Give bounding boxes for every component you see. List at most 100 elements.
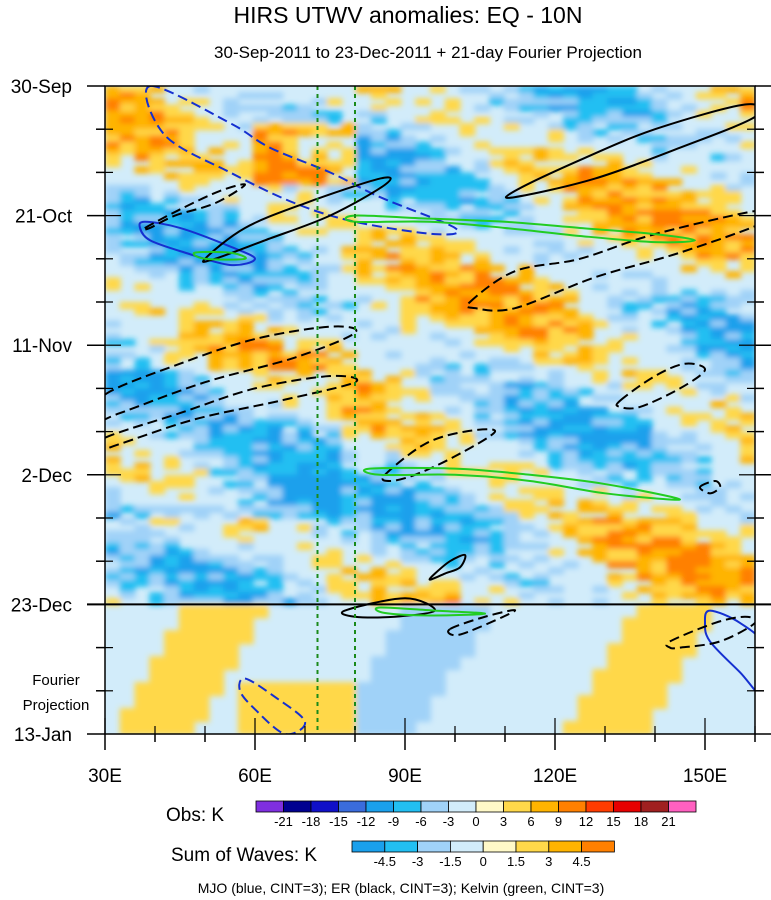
field-cell [370,511,387,519]
field-cell [636,376,653,384]
field-cell [297,252,313,260]
field-cell [533,339,550,347]
field-cell [562,530,579,538]
field-cell [622,172,638,180]
field-cell [311,110,328,118]
field-cell [356,555,372,563]
field-cell [710,320,727,328]
projection-cell [252,682,269,697]
field-cell [193,561,210,569]
field-cell [252,468,269,476]
field-cell [282,264,299,273]
field-cell [134,104,151,112]
field-cell [400,271,417,279]
field-cell [503,203,520,211]
field-cell [149,376,166,384]
field-cell [282,123,299,131]
field-cell [489,542,505,550]
projection-cell [622,669,638,684]
field-cell [164,141,180,149]
field-cell [385,86,402,94]
field-cell [134,203,151,211]
field-cell [681,388,697,396]
field-cell [503,221,520,229]
field-cell [400,388,417,396]
projection-cell [430,669,446,684]
field-cell [267,339,284,347]
field-cell [237,431,254,439]
field-cell [193,326,210,334]
field-cell [533,197,550,205]
field-cell [548,493,564,501]
field-cell [105,400,121,408]
field-cell [607,215,624,223]
field-cell [430,493,446,501]
field-cell [237,221,254,229]
field-cell [105,394,121,402]
field-cell [503,419,520,427]
y-tick-label: 21-Oct [15,207,73,228]
colorbar-swatch [475,800,504,813]
field-cell [370,104,387,112]
field-cell [415,493,431,501]
field-cell [577,86,594,94]
field-cell [193,431,210,439]
field-cell [474,369,491,378]
field-cell [208,308,225,316]
field-cell [208,339,225,347]
field-cell [695,190,712,199]
field-cell [474,289,491,297]
field-cell [164,240,180,248]
field-cell [370,474,387,482]
field-cell [430,227,446,236]
field-cell [297,431,313,439]
field-cell [444,178,461,186]
field-cell [385,511,402,519]
field-cell [326,579,343,587]
field-cell [725,252,742,260]
colorbar-level-label: -21 [274,814,293,829]
field-cell [341,487,358,495]
field-cell [607,419,624,427]
field-cell [252,123,269,131]
field-cell [651,190,668,199]
field-cell [444,314,461,322]
field-cell [105,382,121,390]
field-cell [252,332,269,341]
field-cell [208,431,225,439]
field-cell [105,320,121,328]
field-cell [459,536,476,544]
field-cell [267,561,284,569]
field-cell [237,425,254,433]
projection-cell [178,656,195,671]
field-cell [430,271,446,279]
field-cell [134,141,151,149]
field-cell [430,110,446,118]
field-cell [400,530,417,538]
field-cell [740,215,755,223]
field-cell [577,166,594,174]
field-cell [237,258,254,266]
field-cell [193,172,210,180]
field-cell [326,431,343,439]
field-cell [695,92,712,100]
colorbar-level-label: 1.5 [507,854,525,869]
field-cell [282,277,299,285]
projection-cell [223,656,239,671]
field-cell [237,518,254,526]
field-cell [105,351,121,359]
field-cell [430,363,446,371]
field-cell [237,351,254,359]
field-cell [267,450,284,458]
field-cell [562,339,579,347]
field-cell [489,295,505,303]
field-cell [651,147,668,155]
field-cell [370,302,387,310]
field-cell [533,394,550,402]
field-cell [503,153,520,162]
field-cell [326,425,343,433]
field-cell [341,123,358,131]
field-cell [164,511,180,519]
field-cell [562,92,579,100]
field-cell [326,505,343,513]
